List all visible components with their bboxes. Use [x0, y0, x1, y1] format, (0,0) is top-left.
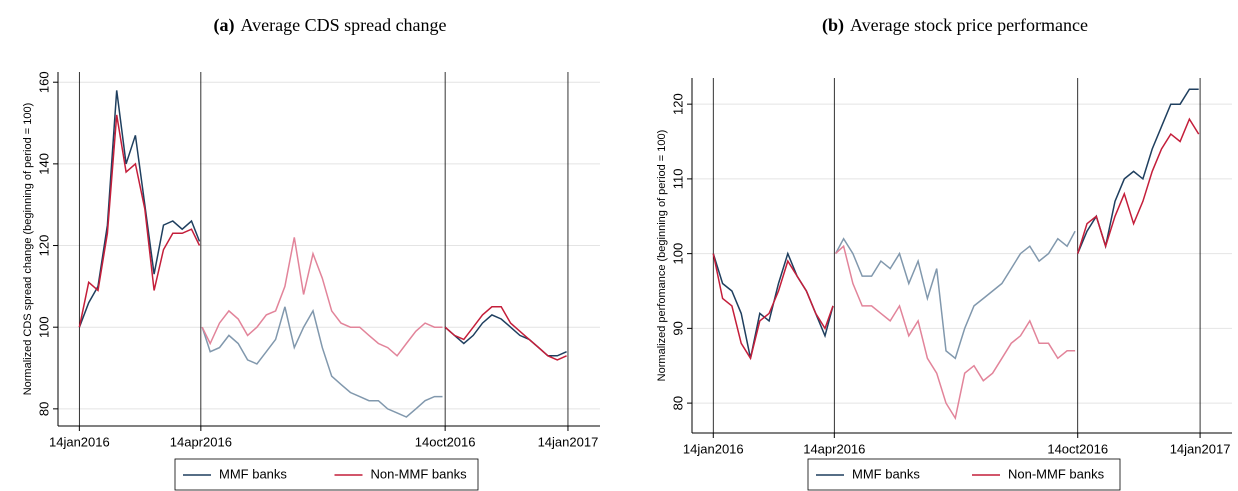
legend-label: Non-MMF banks	[1008, 466, 1105, 481]
series-line	[444, 306, 567, 361]
series-line	[78, 114, 201, 328]
y-tick-label: 110	[670, 169, 685, 190]
series-line	[1076, 117, 1200, 254]
y-tick-label: 100	[36, 316, 51, 338]
chart-title: (b) Average stock price performance	[822, 15, 1088, 36]
legend-box	[807, 458, 1121, 491]
y-axis-title: Normalized perfomance (beginning of peri…	[656, 130, 668, 382]
y-tick-label: 140	[36, 153, 51, 175]
y-tick-label: 90	[670, 321, 685, 335]
x-tick-label: 14jan2017	[538, 434, 599, 449]
y-tick-label: 100	[670, 243, 685, 265]
legend-box	[174, 458, 479, 491]
series-line	[1077, 88, 1199, 254]
legend-label: MMF banks	[852, 466, 920, 481]
panel-label: (b)	[822, 15, 844, 36]
title-text: Average CDS spread change	[240, 15, 446, 35]
x-tick-label: 14jan2017	[1170, 441, 1231, 456]
series-line	[834, 230, 1076, 360]
x-tick-label: 14apr2016	[170, 434, 232, 449]
panel-label: (a)	[213, 15, 234, 36]
legend-label: MMF banks	[219, 466, 287, 481]
chart-panel: (b) Average stock price performance 80 90 10…	[656, 15, 1232, 491]
y-tick-label: 120	[670, 93, 685, 115]
legend-label: Non-MMF banks	[371, 466, 468, 481]
y-tick-label: 120	[36, 235, 51, 257]
series-line	[835, 244, 1076, 421]
y-tick-label: 80	[36, 402, 51, 416]
x-tick-label: 14jan2016	[683, 441, 744, 456]
y-axis-title: Normalized CDS spread change (beginning …	[22, 103, 34, 396]
chart-panel: (a) Average CDS spread change 80 100 120 140 1…	[22, 15, 600, 491]
series-line	[201, 306, 443, 418]
series-line	[444, 314, 567, 357]
series-line	[201, 237, 443, 357]
title-text: Average stock price performance	[850, 15, 1088, 35]
x-tick-label: 14apr2016	[803, 441, 865, 456]
x-tick-label: 14oct2016	[1047, 441, 1108, 456]
x-tick-label: 14oct2016	[415, 434, 476, 449]
y-tick-label: 80	[670, 396, 685, 410]
x-tick-label: 14jan2016	[49, 434, 110, 449]
y-tick-label: 160	[36, 71, 51, 93]
series-line	[78, 90, 201, 328]
series-line	[712, 253, 834, 361]
chart-title: (a) Average CDS spread change	[213, 15, 446, 36]
